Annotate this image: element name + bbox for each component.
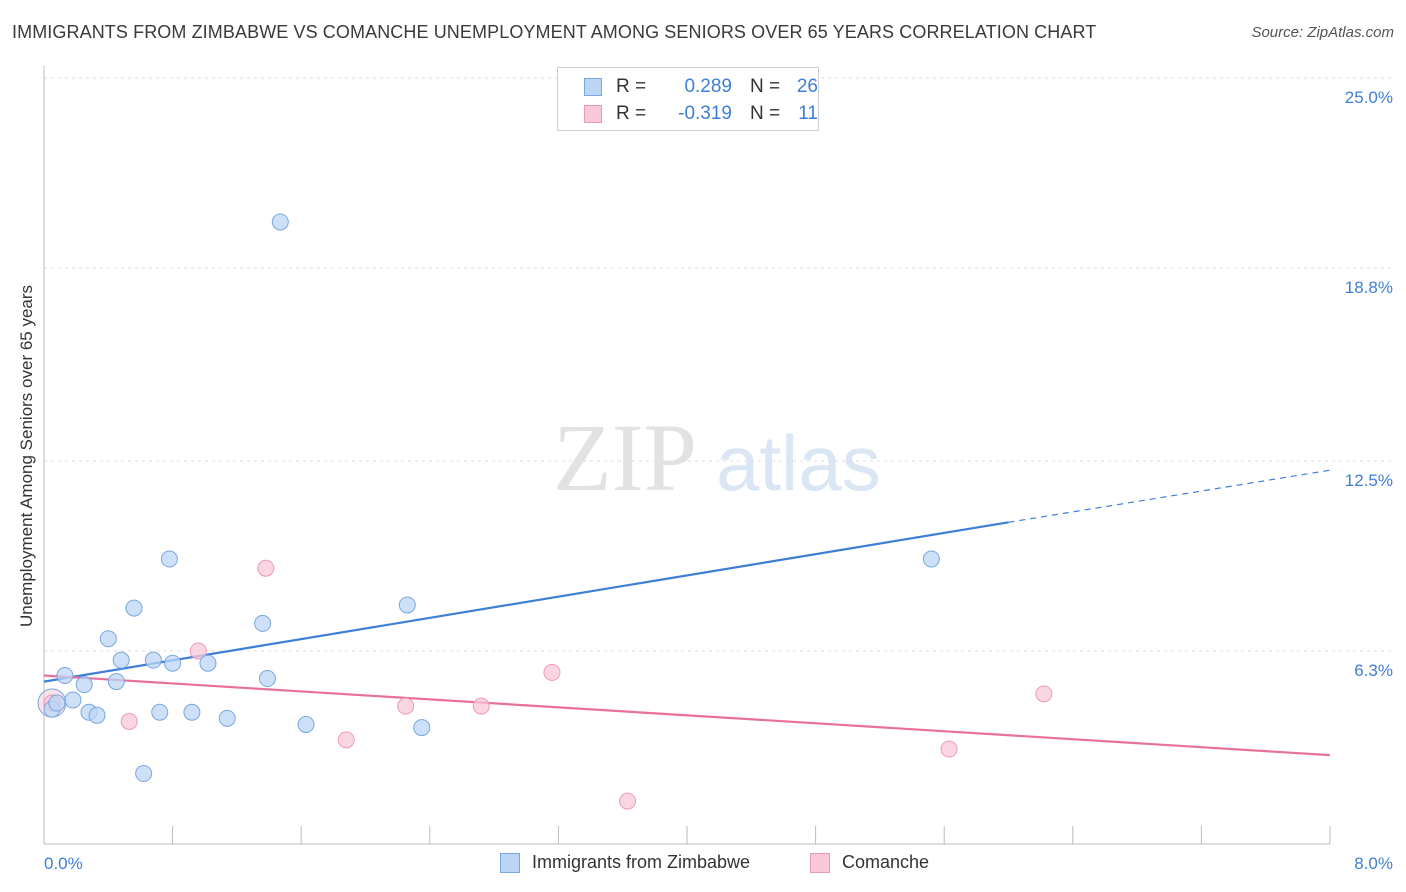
point-zimbabwe bbox=[64, 691, 82, 709]
legend-swatch-blue bbox=[584, 78, 602, 96]
point-zimbabwe bbox=[160, 550, 178, 568]
legend-n-value: 26 bbox=[796, 76, 818, 97]
point-zimbabwe bbox=[125, 599, 143, 617]
trend-line-zimbabwe bbox=[43, 521, 1009, 683]
point-zimbabwe bbox=[75, 676, 93, 694]
y-tick-label: 12.5% bbox=[1345, 471, 1393, 490]
point-comanche bbox=[543, 663, 561, 681]
point-comanche bbox=[397, 697, 415, 715]
bottom-legend-label: Immigrants from Zimbabwe bbox=[532, 852, 751, 872]
point-comanche bbox=[120, 712, 138, 730]
legend-row-zimbabwe: R = 0.289 N = 26 bbox=[584, 74, 818, 100]
point-zimbabwe bbox=[922, 550, 940, 568]
legend-swatch-pink bbox=[584, 105, 602, 123]
point-zimbabwe bbox=[107, 673, 125, 691]
point-zimbabwe bbox=[258, 670, 276, 688]
legend-n-label: N = bbox=[750, 76, 781, 97]
gridlines bbox=[44, 77, 1394, 652]
point-zimbabwe bbox=[398, 596, 416, 614]
point-zimbabwe bbox=[413, 719, 431, 737]
x-tick-label: 8.0% bbox=[1354, 854, 1393, 873]
chart-title: IMMIGRANTS FROM ZIMBABWE VS COMANCHE UNE… bbox=[12, 22, 1097, 42]
bottom-legend-label: Comanche bbox=[842, 852, 930, 872]
data-points bbox=[37, 213, 1053, 810]
x-tick-label: 0.0% bbox=[44, 854, 83, 873]
point-zimbabwe bbox=[151, 703, 169, 721]
legend-row-comanche: R = -0.319 N = 11 bbox=[584, 101, 818, 127]
trend-line-comanche bbox=[43, 674, 1331, 757]
correlation-legend: R = 0.289 N = 26 R = -0.319 N = 11 bbox=[557, 67, 819, 131]
watermark-atlas: atlas bbox=[716, 419, 881, 507]
trend-line-zimbabwe-extension bbox=[1008, 469, 1331, 523]
point-comanche bbox=[189, 642, 207, 660]
point-zimbabwe bbox=[297, 716, 315, 734]
point-comanche bbox=[257, 559, 275, 577]
bottom-legend-swatch-pink bbox=[810, 852, 830, 873]
point-zimbabwe bbox=[112, 651, 130, 669]
point-zimbabwe bbox=[254, 614, 272, 632]
point-zimbabwe bbox=[88, 706, 106, 724]
bottom-legend-swatch-blue bbox=[500, 852, 520, 873]
y-tick-label: 6.3% bbox=[1354, 661, 1393, 680]
tick-labels: 6.3% 12.5% 18.8% 25.0% 0.0% 8.0% bbox=[44, 88, 1393, 873]
y-tick-label: 18.8% bbox=[1345, 278, 1393, 297]
legend-n-value: 11 bbox=[798, 103, 818, 124]
watermark: ZIP atlas bbox=[553, 404, 881, 511]
bottom-legend-zimbabwe: Immigrants from Zimbabwe bbox=[500, 852, 750, 873]
y-tick-label: 25.0% bbox=[1345, 88, 1393, 107]
point-comanche bbox=[337, 731, 355, 749]
point-comanche bbox=[619, 792, 637, 810]
legend-r-value: -0.319 bbox=[678, 103, 732, 124]
point-comanche bbox=[940, 740, 958, 758]
point-zimbabwe bbox=[199, 654, 217, 672]
point-zimbabwe bbox=[56, 666, 74, 684]
legend-r-value: 0.289 bbox=[684, 76, 732, 97]
legend-r-label: R = bbox=[616, 103, 647, 124]
source-label: Source: ZipAtlas.com bbox=[1251, 24, 1394, 41]
point-comanche bbox=[472, 697, 490, 715]
bottom-legend-comanche: Comanche bbox=[810, 852, 929, 873]
point-zimbabwe bbox=[135, 765, 153, 783]
point-zimbabwe bbox=[271, 213, 289, 231]
point-zimbabwe bbox=[99, 630, 117, 648]
point-zimbabwe bbox=[218, 709, 236, 727]
point-zimbabwe bbox=[183, 703, 201, 721]
trend-lines bbox=[43, 469, 1331, 757]
watermark-zip: ZIP bbox=[553, 404, 697, 511]
point-comanche bbox=[1035, 685, 1053, 703]
legend-r-label: R = bbox=[616, 76, 647, 97]
point-zimbabwe bbox=[164, 654, 182, 672]
point-zimbabwe bbox=[48, 694, 66, 712]
point-zimbabwe bbox=[144, 651, 162, 669]
legend-n-label: N = bbox=[750, 103, 781, 124]
